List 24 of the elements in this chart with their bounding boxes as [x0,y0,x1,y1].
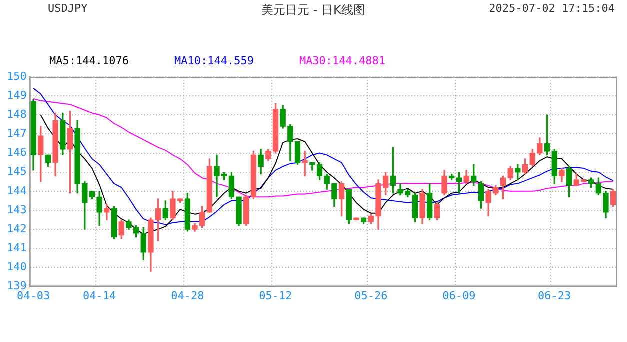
text: 2025-07-02 17:15:04 [489,2,615,15]
x-tick-label: 04-28 [171,289,204,302]
y-tick-label: 149 [6,88,27,102]
candlestick [104,204,110,220]
y-tick-label: 143 [6,203,27,216]
y-tick-label: 142 [6,222,27,236]
y-tick-label: 147 [6,127,27,140]
y-tick-label: 146 [6,146,27,160]
x-tick-label: 06-23 [538,289,572,302]
x-tick-label: 05-12 [259,289,292,302]
x-tick-label: 04-14 [83,289,117,302]
y-tick-label: 140 [6,260,27,274]
y-tick-label: 141 [6,242,27,255]
text: USDJPY [48,2,88,15]
y-tick-label: 145 [6,165,27,178]
x-tick-label: 06-09 [442,289,476,302]
text: MA10:144.559 [174,54,254,68]
y-tick-label: 150 [6,70,27,83]
x-tick-label: 05-26 [354,289,388,302]
text: MA30:144.4881 [299,54,386,68]
text: MA5:144.1076 [50,54,129,68]
y-tick-label: 148 [6,108,27,122]
y-tick-label: 144 [6,184,28,198]
chart-title: 美元日元 - 日K线图 [262,3,366,17]
